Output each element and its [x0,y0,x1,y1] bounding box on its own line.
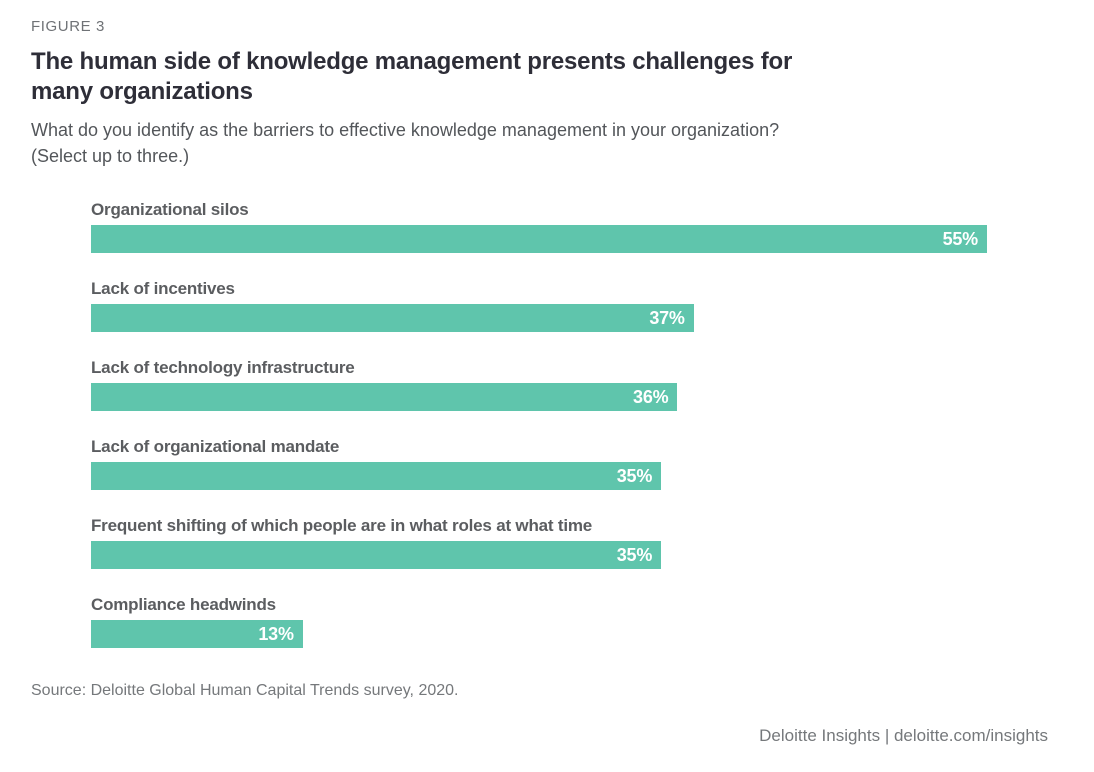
figure-title-line1: The human side of knowledge management p… [31,48,793,75]
bar: 35% [91,462,662,490]
bar-category-label: Lack of incentives [91,279,235,298]
figure-title: The human side of knowledge management p… [31,47,931,107]
bar-category-label: Compliance headwinds [91,595,276,614]
deloitte-insights-branding: Deloitte Insights | deloitte.com/insight… [759,726,1048,745]
bar-value-label: 37% [649,307,685,328]
figure-number-label: FIGURE 3 [31,18,105,35]
bar: 36% [91,383,678,411]
bar-category-label: Organizational silos [91,200,249,219]
survey-question-text: What do you identify as the barriers to … [31,120,780,140]
bar-chart: Organizational silos 55% Lack of incentive… [91,199,987,648]
bar: 37% [91,304,694,332]
bar: 55% [91,225,987,253]
bar-value-label: 36% [633,386,669,407]
bar-value-label: 13% [258,623,294,644]
figure-title-line2: many organizations [31,78,253,105]
chart-row: Lack of organizational mandate 35% [91,436,987,490]
bar-value-label: 35% [616,465,653,486]
source-note: Source: Deloitte Global Human Capital Tr… [31,682,459,699]
bar-value-label: 55% [942,228,979,249]
bar: 13% [91,620,303,648]
bar-category-label: Frequent shifting of which people are in… [91,516,593,535]
bar-value-label: 35% [616,544,653,565]
chart-row: Organizational silos 55% [91,199,987,253]
chart-row: Lack of incentives 37% [91,278,987,332]
chart-row: Lack of technology infrastructure 36% [91,357,987,411]
survey-instruction-text: (Select up to three.) [31,146,190,166]
chart-row: Frequent shifting of which people are in… [91,515,987,569]
bar: 35% [91,541,662,569]
bar-category-label: Lack of organizational mandate [91,437,340,456]
chart-row: Compliance headwinds 13% [91,594,987,648]
bar-category-label: Lack of technology infrastructure [91,358,355,377]
figure-subtitle: What do you identify as the barriers to … [31,117,1011,169]
